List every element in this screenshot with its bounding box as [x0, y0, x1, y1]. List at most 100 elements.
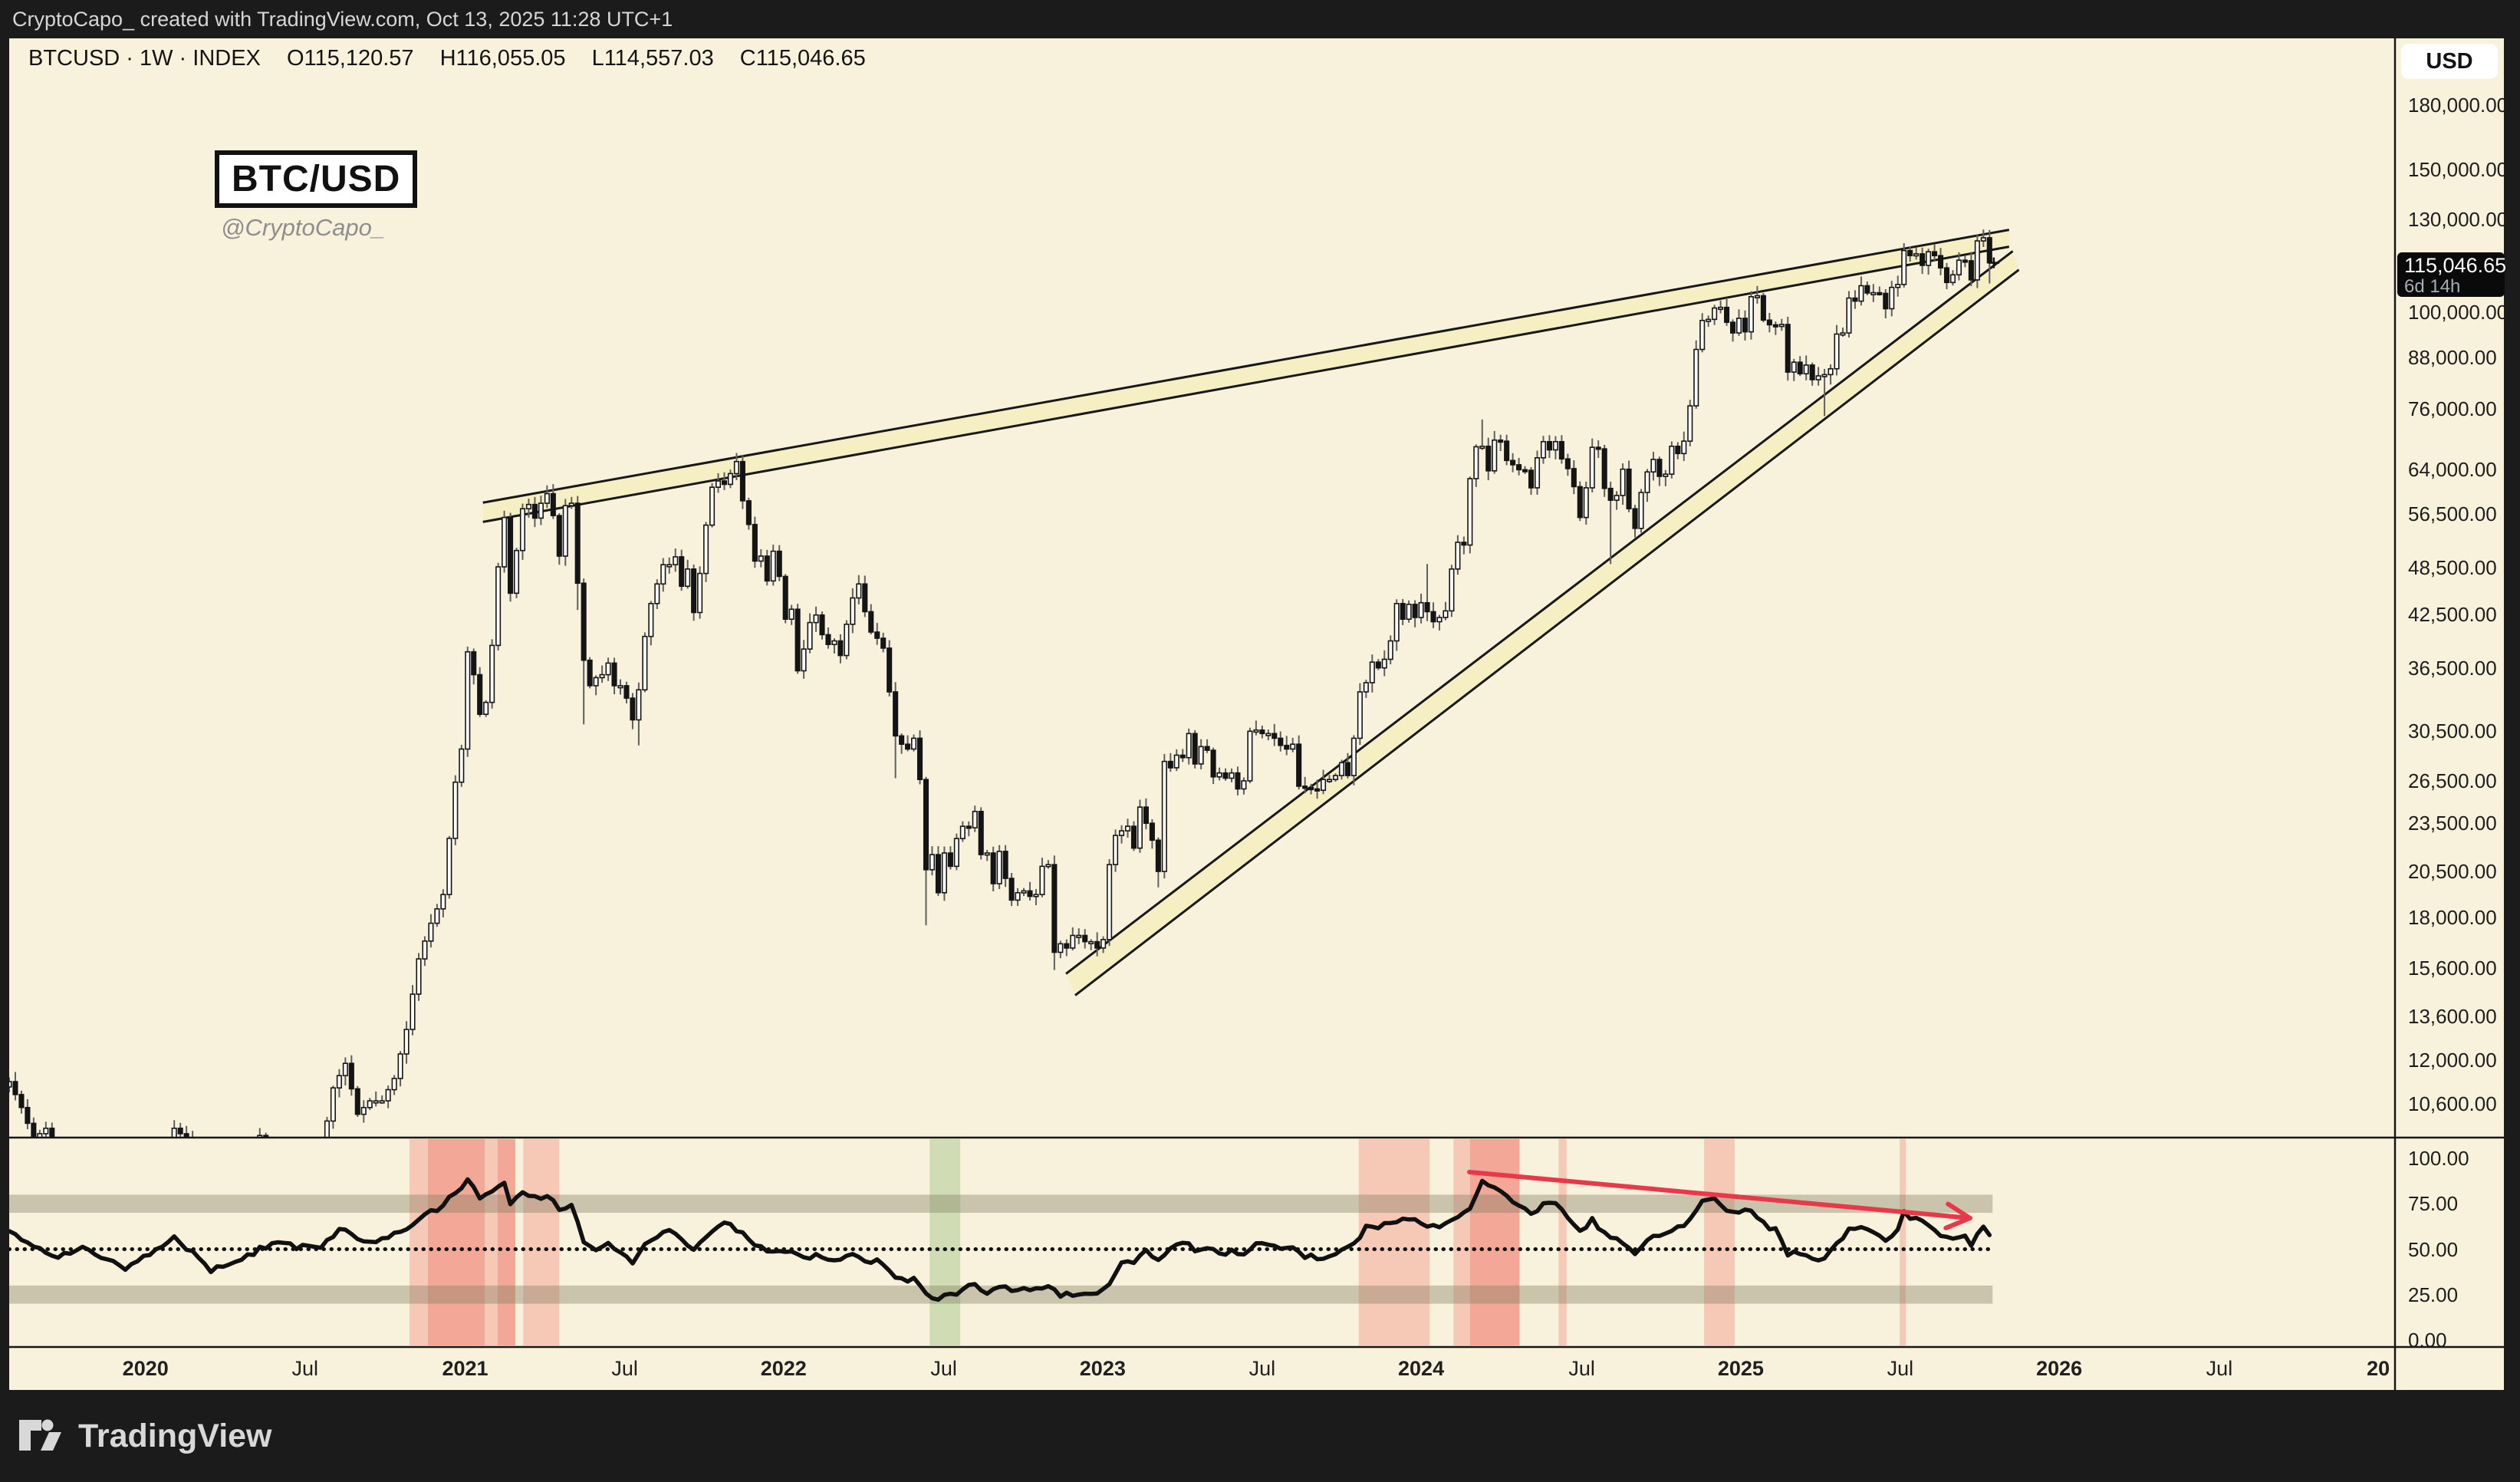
price-tick-label: 64,000.00 — [2408, 458, 2497, 482]
candle — [868, 611, 874, 633]
rsi-gray-band — [9, 1194, 1993, 1214]
candle — [1406, 604, 1412, 621]
candle — [502, 516, 508, 568]
candle — [978, 811, 984, 855]
candle — [1479, 445, 1485, 450]
candle — [257, 1135, 263, 1138]
candle — [1895, 284, 1901, 288]
time-tick-label: Jul — [611, 1357, 638, 1380]
candle — [831, 640, 837, 645]
candle — [807, 621, 813, 650]
candle — [1100, 939, 1107, 949]
rsi-tick-label: 50.00 — [2408, 1237, 2459, 1261]
price-tick-label: 26,500.00 — [2408, 769, 2497, 792]
candle — [403, 1029, 410, 1055]
candle — [1033, 894, 1039, 897]
price-tick-label: 88,000.00 — [2408, 345, 2497, 369]
highlight-band-green — [929, 1139, 961, 1345]
candle — [1216, 772, 1222, 778]
highlight-band-red_light — [485, 1139, 498, 1345]
candle — [1039, 865, 1045, 895]
chart-background — [9, 38, 2504, 1390]
candle — [947, 852, 953, 868]
price-tick-label: 20,500.00 — [2408, 860, 2497, 884]
candle — [1797, 361, 1803, 375]
rsi-tick-label: 0.00 — [2408, 1329, 2447, 1352]
candle — [1834, 333, 1840, 370]
candle — [1735, 318, 1742, 334]
candle — [1424, 601, 1430, 613]
candle — [782, 575, 788, 621]
candle — [605, 662, 611, 676]
candle — [1124, 825, 1131, 832]
time-tick-label: 2020 — [122, 1357, 169, 1380]
time-tick-label: Jul — [2206, 1357, 2233, 1380]
lower-wedge-line-1 — [1065, 250, 2014, 975]
candle — [1583, 487, 1589, 519]
candle — [1706, 318, 1712, 322]
candle — [929, 854, 936, 871]
candle — [1920, 253, 1926, 266]
candle — [1595, 446, 1601, 450]
candle — [1675, 445, 1681, 455]
candle — [1308, 786, 1314, 791]
candle — [617, 685, 623, 689]
candle — [935, 854, 941, 894]
candlestick-series — [9, 229, 1992, 1138]
rsi-trend-arrow[interactable] — [1467, 1170, 1972, 1230]
candle — [18, 1094, 25, 1108]
candle — [1687, 405, 1693, 442]
candle — [1534, 456, 1541, 489]
candle — [623, 685, 630, 699]
candle — [1363, 682, 1369, 693]
candle — [428, 922, 434, 942]
candle — [495, 566, 502, 647]
candle — [1173, 754, 1179, 769]
candle — [1130, 825, 1137, 849]
candle — [1504, 440, 1510, 462]
candle — [1846, 297, 1852, 334]
candle — [1638, 492, 1644, 529]
candle — [959, 825, 966, 840]
candle — [739, 460, 745, 502]
price-tick-label: 180,000.00 — [2408, 93, 2508, 117]
candle — [1332, 775, 1339, 781]
candle — [1375, 661, 1381, 669]
candle — [1113, 835, 1119, 865]
tradingview-logo[interactable]: TradingView — [18, 1418, 272, 1455]
candle — [874, 631, 880, 639]
candle — [1369, 661, 1375, 683]
currency-button[interactable]: USD — [2401, 44, 2498, 79]
candle — [49, 1128, 55, 1138]
candle — [568, 502, 574, 507]
candle — [972, 811, 978, 828]
candle — [1235, 772, 1241, 790]
candle — [837, 640, 844, 657]
candle — [513, 549, 520, 594]
candle — [1204, 746, 1210, 751]
candle — [794, 608, 801, 672]
candle — [330, 1087, 336, 1122]
candle — [1461, 542, 1467, 546]
candle — [1137, 806, 1143, 849]
highlight-band-red_dark — [427, 1139, 485, 1345]
candle — [1883, 292, 1889, 310]
candle — [1008, 878, 1015, 901]
time-tick-label: Jul — [930, 1357, 957, 1380]
candle — [752, 523, 758, 562]
candle — [1791, 361, 1797, 373]
candle — [459, 748, 465, 783]
rsi-tick-label: 75.00 — [2408, 1192, 2459, 1216]
candle — [905, 743, 911, 750]
candle — [1015, 891, 1021, 901]
candle — [1558, 440, 1564, 459]
candle — [324, 1120, 330, 1138]
last-price-badge[interactable]: 115,046.65 6d 14h — [2397, 252, 2506, 297]
candle — [1785, 324, 1791, 373]
candle — [1681, 440, 1687, 455]
candle — [941, 852, 947, 894]
highlight-band-red_light — [1900, 1139, 1906, 1345]
time-tick-label: Jul — [291, 1357, 318, 1380]
price-tick-label: 30,500.00 — [2408, 720, 2497, 743]
